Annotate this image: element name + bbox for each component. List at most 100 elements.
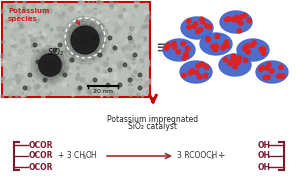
Circle shape <box>99 24 103 28</box>
Circle shape <box>240 15 244 19</box>
Circle shape <box>76 35 81 40</box>
Circle shape <box>70 58 74 62</box>
Circle shape <box>67 30 70 33</box>
Circle shape <box>146 3 147 4</box>
Circle shape <box>119 20 123 25</box>
Circle shape <box>18 69 19 71</box>
Circle shape <box>18 65 20 67</box>
Circle shape <box>14 39 16 40</box>
Circle shape <box>83 4 86 7</box>
Circle shape <box>64 11 65 12</box>
Circle shape <box>83 17 84 18</box>
Circle shape <box>98 53 102 57</box>
Circle shape <box>46 89 50 93</box>
Circle shape <box>112 64 115 67</box>
Circle shape <box>41 1 44 4</box>
Text: OH: OH <box>258 152 271 160</box>
Circle shape <box>55 72 58 74</box>
Circle shape <box>140 59 144 63</box>
Circle shape <box>189 69 194 74</box>
Circle shape <box>58 15 62 18</box>
Circle shape <box>81 26 84 29</box>
Circle shape <box>96 92 98 94</box>
Circle shape <box>96 67 98 68</box>
Circle shape <box>98 52 100 53</box>
Circle shape <box>194 22 198 26</box>
Circle shape <box>33 43 37 47</box>
Circle shape <box>80 61 85 65</box>
Circle shape <box>11 87 13 89</box>
Circle shape <box>118 35 121 38</box>
Circle shape <box>224 40 229 45</box>
Circle shape <box>279 65 283 70</box>
Circle shape <box>78 86 82 90</box>
Circle shape <box>246 50 251 54</box>
Circle shape <box>243 13 247 18</box>
Circle shape <box>12 91 15 94</box>
Circle shape <box>15 74 19 78</box>
Circle shape <box>13 45 17 48</box>
Circle shape <box>42 65 43 67</box>
Circle shape <box>118 22 121 25</box>
Text: + 3 CH: + 3 CH <box>58 152 85 160</box>
Circle shape <box>244 45 249 49</box>
Circle shape <box>59 26 64 31</box>
Circle shape <box>67 34 71 37</box>
Circle shape <box>65 66 69 70</box>
Circle shape <box>134 71 137 74</box>
Circle shape <box>67 85 69 87</box>
Circle shape <box>34 33 37 36</box>
Circle shape <box>91 54 95 57</box>
Circle shape <box>103 76 108 81</box>
Circle shape <box>233 59 237 63</box>
Circle shape <box>122 24 125 27</box>
Circle shape <box>71 67 73 69</box>
Text: OCOR: OCOR <box>29 163 54 171</box>
Circle shape <box>30 46 32 48</box>
Circle shape <box>188 71 192 75</box>
Circle shape <box>47 4 51 8</box>
Circle shape <box>102 60 103 62</box>
Circle shape <box>35 73 39 77</box>
Circle shape <box>21 11 24 13</box>
Circle shape <box>43 9 48 14</box>
Circle shape <box>7 84 9 86</box>
Circle shape <box>43 59 45 62</box>
Circle shape <box>51 19 55 24</box>
Circle shape <box>94 10 96 11</box>
Circle shape <box>182 56 186 60</box>
Circle shape <box>40 56 44 59</box>
Circle shape <box>93 32 95 34</box>
Circle shape <box>58 43 62 47</box>
Circle shape <box>35 7 38 9</box>
Circle shape <box>261 51 266 56</box>
Circle shape <box>239 21 243 25</box>
Circle shape <box>2 76 5 79</box>
Circle shape <box>18 27 22 31</box>
Circle shape <box>164 46 169 50</box>
Circle shape <box>44 63 47 67</box>
Circle shape <box>140 82 141 83</box>
Circle shape <box>22 47 26 51</box>
Circle shape <box>7 55 10 59</box>
Circle shape <box>74 29 96 51</box>
Circle shape <box>119 81 124 85</box>
Circle shape <box>1 59 4 63</box>
Circle shape <box>62 72 65 75</box>
Circle shape <box>68 60 70 62</box>
Circle shape <box>47 90 52 95</box>
Circle shape <box>79 30 83 34</box>
Circle shape <box>147 79 151 84</box>
Circle shape <box>78 11 80 13</box>
Circle shape <box>47 9 52 13</box>
Circle shape <box>77 57 80 60</box>
Circle shape <box>68 6 73 11</box>
Circle shape <box>129 27 131 29</box>
Circle shape <box>32 28 36 32</box>
Circle shape <box>19 22 23 26</box>
Ellipse shape <box>200 33 232 55</box>
Circle shape <box>116 3 118 4</box>
Circle shape <box>198 28 203 32</box>
Circle shape <box>71 25 76 30</box>
Circle shape <box>69 58 73 63</box>
